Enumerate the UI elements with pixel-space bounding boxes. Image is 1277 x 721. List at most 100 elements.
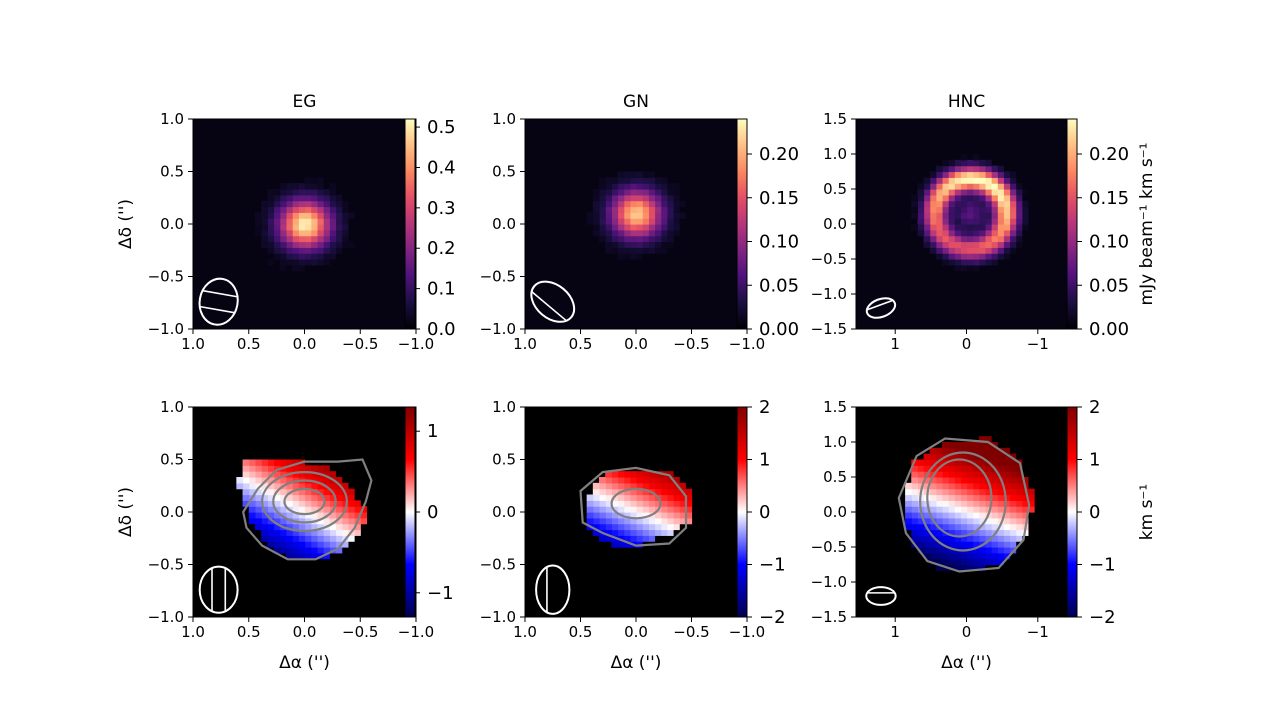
colorbar-label: km s⁻¹ <box>1137 484 1157 540</box>
x-tick-label: 0 <box>962 335 972 353</box>
x-tick-label: −0.5 <box>342 335 378 353</box>
y-tick-label: −1.0 <box>148 608 184 626</box>
colorbar-label: mJy beam⁻¹ km s⁻¹ <box>1137 143 1157 306</box>
x-tick-label: −0.5 <box>342 623 378 641</box>
y-tick-label: −1.0 <box>480 608 516 626</box>
intensity-contour <box>283 487 326 516</box>
y-tick-label: 1.0 <box>823 433 847 451</box>
colorbar-tick-label: 0.0 <box>427 319 456 340</box>
y-tick-label: 0.5 <box>492 163 516 181</box>
colorbar-tick-label: 0 <box>427 502 438 523</box>
x-tick-label: −1.0 <box>729 335 765 353</box>
x-axis-label: Δα ('') <box>611 653 662 673</box>
panel-eg-moment1: 1.0 0.5 0.0 −0.5 −1.01.00.50.0−0.5−1.0Δα (''… <box>116 398 454 673</box>
y-tick-label: −1.5 <box>811 320 847 338</box>
colorbar: 0.20 0.15 0.10 0.05 0.00 mJy beam⁻¹ km s⁻¹ <box>1066 118 1157 340</box>
x-tick-label: 0.5 <box>569 623 593 641</box>
colorbar-tick-label: 2 <box>759 397 770 418</box>
x-tick-label: −1.0 <box>729 623 765 641</box>
y-tick-label: 0.5 <box>160 451 184 469</box>
colorbar-tick-label: 0.4 <box>427 157 456 178</box>
colorbar-tick-label: 0.00 <box>759 319 799 340</box>
emission-boundary <box>579 466 688 547</box>
image-pixels <box>193 407 416 617</box>
beam-ellipse <box>198 565 239 614</box>
colorbar-tick-label: 0.20 <box>759 144 799 165</box>
y-tick-label: −0.5 <box>480 556 516 574</box>
colorbar: 0.5 0.4 0.3 0.2 0.1 0.0 <box>404 117 456 340</box>
beam-ellipse <box>865 586 897 606</box>
y-tick-label: 0.5 <box>823 180 847 198</box>
y-tick-label: −0.5 <box>148 556 184 574</box>
intensity-contour <box>261 471 348 533</box>
y-tick-label: −0.5 <box>811 250 847 268</box>
x-tick-label: −0.5 <box>673 623 709 641</box>
y-tick-label: 1.5 <box>823 398 847 416</box>
panel-title: GN <box>623 92 649 112</box>
beam-ellipse <box>198 277 239 326</box>
colorbar-tick-label: 1 <box>1089 450 1100 471</box>
x-tick-label: 0.0 <box>624 335 648 353</box>
colorbar-tick-label: 0.10 <box>759 232 799 253</box>
colorbar-tick-label: 1 <box>427 421 438 442</box>
colorbar-tick-label: 0.05 <box>1089 275 1129 296</box>
colorbar-tick-label: −2 <box>1089 607 1116 628</box>
intensity-contour <box>610 487 662 520</box>
colorbar: 2 1 0 −1 −2 <box>736 397 786 628</box>
panel-gn-moment1: 1.0 0.5 0.0 −0.5 −1.01.00.50.0−0.5−1.0Δα (''… <box>480 397 786 673</box>
intensity-contour <box>272 479 337 524</box>
x-tick-label: −1 <box>1027 623 1049 641</box>
colorbar-tick-label: 0 <box>1089 502 1100 523</box>
emission-boundary <box>242 458 373 561</box>
y-tick-label: −1.0 <box>811 573 847 591</box>
intensity-contour <box>926 458 993 538</box>
image-pixels <box>525 407 747 617</box>
colorbar-tick-label: 0.00 <box>1089 319 1129 340</box>
colorbar-tick-label: 0.2 <box>427 238 456 259</box>
x-tick-label: 1.0 <box>513 335 537 353</box>
x-tick-label: −0.5 <box>673 335 709 353</box>
y-tick-label: 0.5 <box>492 451 516 469</box>
intensity-contour <box>919 451 1007 552</box>
y-tick-label: 1.0 <box>160 398 184 416</box>
x-tick-label: 1.0 <box>513 623 537 641</box>
y-tick-label: 0.5 <box>160 163 184 181</box>
y-tick-label: 1.0 <box>492 398 516 416</box>
panel-hnc-moment1: 1 0 −1 1.5 1.0 0.5 0.0 −0.5 −1.0 −1.5 Δα ('') 2 1 0 −1… <box>811 397 1157 673</box>
colorbar: 1 0 −1 <box>404 406 454 618</box>
beam-ellipse <box>535 564 571 615</box>
y-tick-label: −1.0 <box>811 285 847 303</box>
y-axis-label: Δδ ('') <box>116 487 136 537</box>
x-tick-label: 0 <box>962 623 972 641</box>
colorbar-tick-label: 0.15 <box>1089 188 1129 209</box>
panel-hnc-moment0: 1 0 −11.51.00.50.0−0.5−1.0−1.5HNC0.200.150… <box>811 92 1157 353</box>
y-axis-label: Δδ ('') <box>116 199 136 249</box>
colorbar-tick-label: 0.15 <box>759 188 799 209</box>
x-tick-label: 0.5 <box>569 335 593 353</box>
beam-ellipse <box>865 297 897 319</box>
y-tick-label: 1.0 <box>823 145 847 163</box>
y-tick-label: 0.5 <box>823 468 847 486</box>
x-tick-label: 1.0 <box>181 335 205 353</box>
colorbar-tick-label: 0 <box>759 502 770 523</box>
panel-title: HNC <box>948 92 985 112</box>
colorbar-tick-label: 0.1 <box>427 279 456 300</box>
y-tick-label: 0.0 <box>492 215 516 233</box>
y-tick-label: 1.5 <box>823 110 847 128</box>
colorbar-tick-label: −1 <box>1089 555 1116 576</box>
x-tick-label: 0.0 <box>624 623 648 641</box>
colorbar-tick-label: −1 <box>759 555 786 576</box>
image-pixels <box>856 407 1077 617</box>
y-tick-label: −0.5 <box>148 268 184 286</box>
y-tick-label: 1.0 <box>492 110 516 128</box>
y-tick-label: 0.0 <box>160 503 184 521</box>
y-tick-label: −1.0 <box>480 320 516 338</box>
y-tick-label: 0.0 <box>823 215 847 233</box>
colorbar-tick-label: 2 <box>1089 397 1100 418</box>
y-tick-label: 0.0 <box>823 503 847 521</box>
colorbar-tick-label: 0.5 <box>427 117 456 138</box>
x-tick-label: 1 <box>890 623 900 641</box>
x-tick-label: −1.0 <box>398 335 434 353</box>
colorbar-tick-label: 0.3 <box>427 198 456 219</box>
